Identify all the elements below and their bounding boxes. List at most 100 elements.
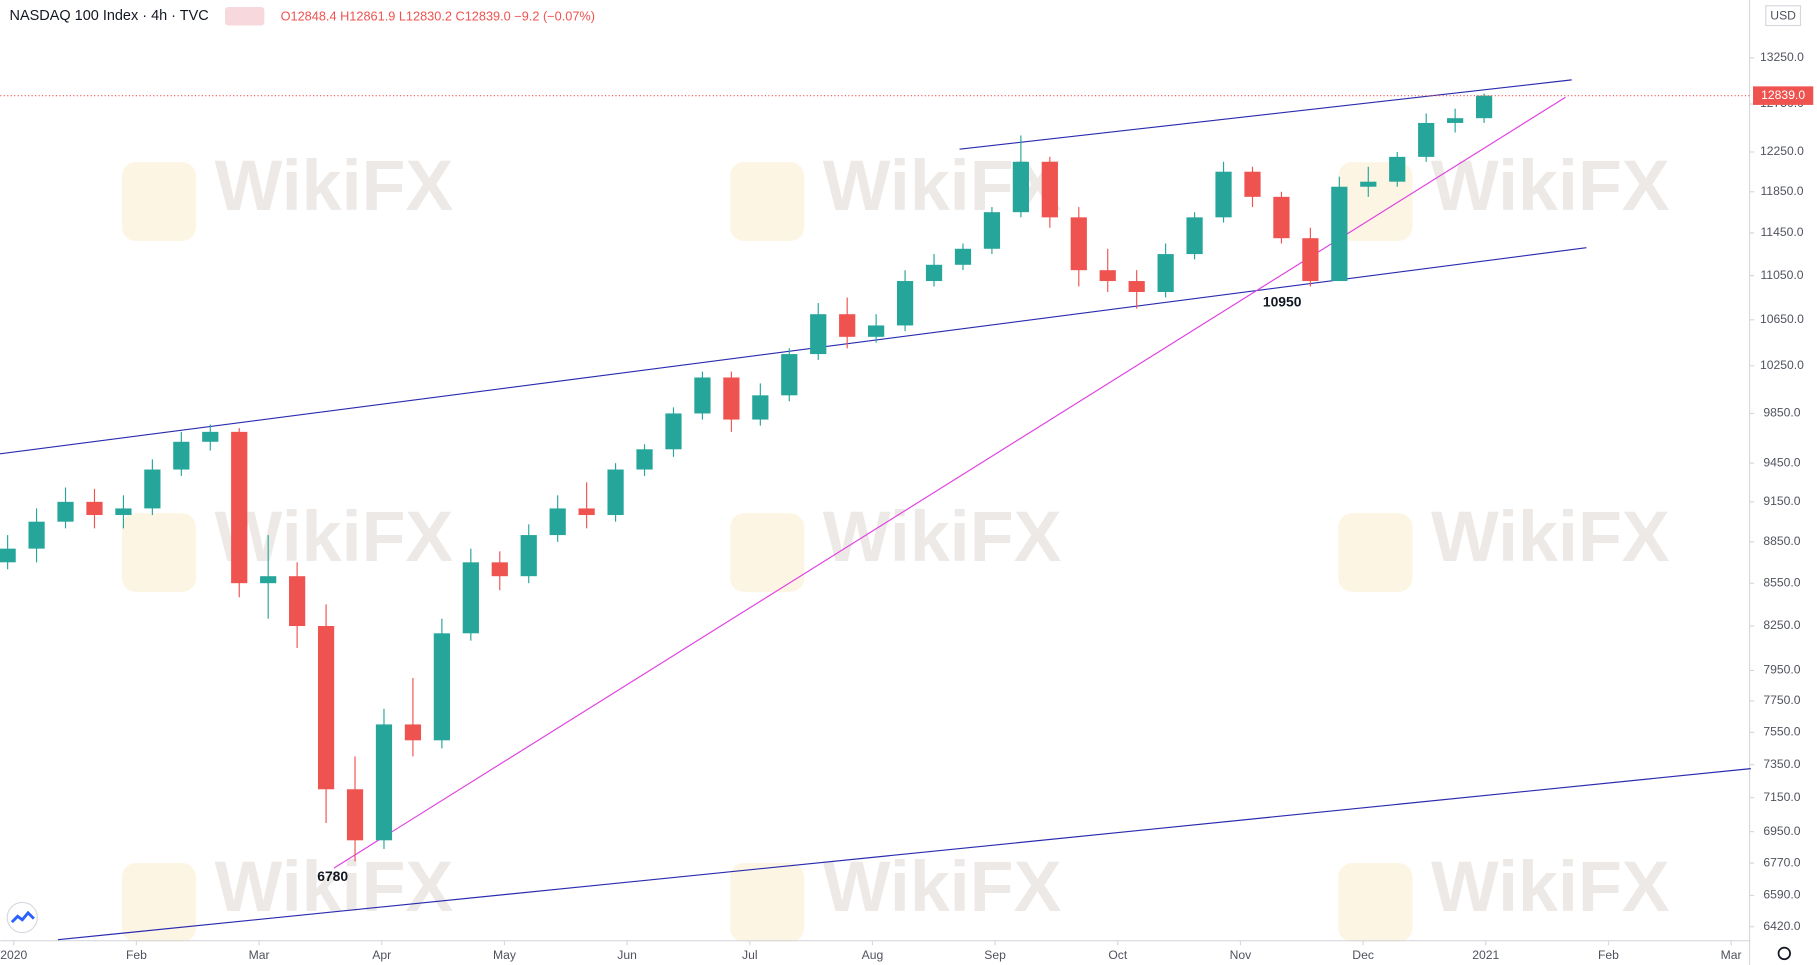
candle-body (28, 521, 45, 549)
candle-body (1070, 217, 1087, 271)
annotation: 10950 (1263, 293, 1302, 309)
candle-body (983, 212, 1001, 249)
settings[interactable] (1777, 946, 1791, 961)
candle-body (520, 535, 537, 577)
watermark-logo (1338, 513, 1413, 592)
candle-body (1012, 161, 1029, 213)
y-tick-label: 12250.0 (1760, 144, 1804, 158)
y-tick-label: 6950.0 (1763, 824, 1800, 838)
y-tick-label: 7350.0 (1763, 757, 1800, 771)
watermarks: WikiFX WikiFX WikiFX WikiFX WikiFX WikiFX Wiki… (121, 146, 1670, 942)
candle-body (173, 441, 190, 470)
watermark: WikiFX (215, 146, 454, 226)
trendline (333, 96, 1566, 869)
y-tick-label: 7150.0 (1763, 790, 1800, 804)
y-tick-label: 7750.0 (1763, 693, 1800, 707)
y-tick-label: 10250.0 (1760, 358, 1804, 372)
annotation: 6780 (317, 868, 348, 884)
candle-body (260, 576, 277, 584)
candle-body (1128, 281, 1145, 292)
x-tick-label: Aug (862, 948, 884, 962)
candle-body (752, 395, 769, 420)
candle-body (1273, 196, 1290, 239)
logo[interactable] (6, 901, 38, 934)
candle-body (694, 377, 711, 414)
x-tick-label: Oct (1108, 948, 1128, 962)
candle-body (491, 562, 508, 577)
candle-body (636, 449, 653, 470)
candle-body (1389, 156, 1406, 182)
x-tick-label: May (493, 948, 517, 962)
currency-box[interactable] (1765, 5, 1802, 27)
watermark: WikiFX (1431, 146, 1670, 226)
candle-body (404, 724, 422, 741)
candle-body (925, 264, 943, 282)
candle-body (462, 562, 479, 634)
candle-body (202, 431, 219, 442)
candle-body (1331, 186, 1348, 282)
watermark-logo (121, 863, 197, 942)
x-tick-label: Apr (372, 948, 391, 962)
candle-body (810, 314, 827, 355)
ohlc: O12848.4 H12861.9 L12830.2 C12839.0 −9.2… (281, 9, 595, 24)
candle-body (723, 377, 740, 420)
last-price-tag (1753, 86, 1814, 105)
y-tick-label: 8850.0 (1763, 534, 1800, 548)
watermark-logo (121, 513, 197, 592)
currency: USD (1770, 8, 1796, 22)
candle-body (1215, 171, 1232, 218)
x-tick-label: Sep (984, 948, 1006, 962)
candle-body (1302, 238, 1319, 282)
candle-body (86, 501, 103, 516)
candle-body (231, 431, 248, 584)
y-tick-label: 11450.0 (1760, 225, 1803, 239)
candle-body (57, 501, 74, 522)
candle-body (896, 281, 914, 326)
watermark: WikiFX (215, 847, 454, 927)
x-tick-label: 2020 (0, 948, 27, 962)
candle-body (375, 724, 393, 841)
candle-body (1244, 171, 1261, 197)
trendline (57, 768, 1751, 941)
x-tick-label: Mar (249, 948, 270, 962)
watermark-logo (121, 162, 197, 241)
candle-body (289, 576, 306, 627)
trendline (0, 247, 1587, 455)
watermark: WikiFX (1431, 497, 1670, 577)
watermark-logo (1338, 162, 1413, 241)
symbol: NASDAQ 100 Index · 4h · TVC (10, 8, 209, 24)
watermark-logo (730, 513, 805, 592)
candle-body (433, 633, 450, 741)
candle-body (1475, 95, 1493, 119)
candle-body (1041, 161, 1058, 218)
y-tick-label: 6420.0 (1763, 919, 1800, 933)
candle-body (578, 508, 595, 516)
watermark-logo (730, 162, 805, 241)
y-tick-label: 9450.0 (1763, 455, 1800, 469)
x-tick-label: Nov (1230, 948, 1253, 962)
y-tick-label: 7550.0 (1763, 725, 1800, 739)
y-tick-label: 11050.0 (1760, 268, 1803, 282)
y-tick-label: 11850.0 (1760, 184, 1803, 198)
watermark: WikiFX (823, 497, 1062, 577)
y-tick-label: 8550.0 (1763, 575, 1800, 589)
candle-body (549, 508, 566, 536)
y-tick-label: 6590.0 (1763, 888, 1800, 902)
x-tick-label: 2021 (1472, 948, 1499, 962)
candle-body (665, 413, 682, 450)
candle-body (0, 548, 16, 563)
x-tick-label: Jul (742, 948, 758, 962)
trendline (959, 79, 1572, 150)
candle-body (868, 325, 885, 337)
y-tick-label: 13250.0 (1760, 50, 1804, 64)
candle-body (1186, 217, 1203, 255)
watermark: WikiFX (1431, 847, 1670, 927)
candle-body (1360, 181, 1377, 187)
watermark: WikiFX (215, 497, 454, 577)
watermark-logo (730, 863, 805, 942)
candle-body (781, 354, 798, 396)
last-price-label: 12839.0 (1761, 88, 1805, 102)
x-tick-label: Jun (617, 948, 637, 962)
indicator-toggle[interactable] (225, 6, 265, 26)
